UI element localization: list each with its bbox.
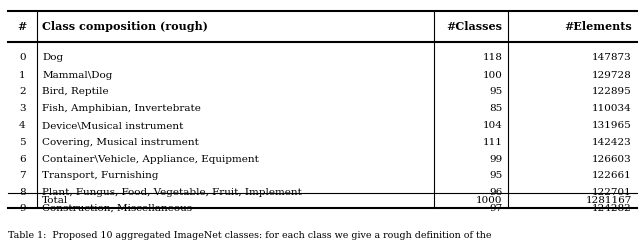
Text: Table 1:  Proposed 10 aggregated ImageNet classes: for each class we give a roug: Table 1: Proposed 10 aggregated ImageNet… (8, 231, 491, 240)
Text: 1000: 1000 (476, 196, 502, 205)
Text: 7: 7 (19, 171, 26, 180)
Text: 118: 118 (483, 53, 502, 62)
Text: #Classes: #Classes (447, 21, 502, 32)
Text: 4: 4 (19, 121, 26, 131)
Text: Mammal\Dog: Mammal\Dog (42, 71, 113, 80)
Text: 3: 3 (19, 104, 26, 113)
Text: Covering, Musical instrument: Covering, Musical instrument (42, 138, 199, 147)
Text: 131965: 131965 (592, 121, 632, 131)
Text: 122895: 122895 (592, 87, 632, 97)
Text: 104: 104 (483, 121, 502, 131)
Text: Class composition (rough): Class composition (rough) (42, 21, 208, 32)
Text: 95: 95 (489, 87, 502, 97)
Text: Plant, Fungus, Food, Vegetable, Fruit, Implement: Plant, Fungus, Food, Vegetable, Fruit, I… (42, 187, 302, 197)
Text: 142423: 142423 (592, 138, 632, 147)
Text: 8: 8 (19, 187, 26, 197)
Text: Fish, Amphibian, Invertebrate: Fish, Amphibian, Invertebrate (42, 104, 201, 113)
Text: Total: Total (42, 196, 68, 205)
Text: 111: 111 (483, 138, 502, 147)
Text: Device\Musical instrument: Device\Musical instrument (42, 121, 184, 131)
Text: 0: 0 (19, 53, 26, 62)
Text: 100: 100 (483, 71, 502, 80)
Text: 99: 99 (489, 155, 502, 164)
Text: 126603: 126603 (592, 155, 632, 164)
Text: 85: 85 (489, 104, 502, 113)
Text: 95: 95 (489, 171, 502, 180)
Text: 96: 96 (489, 187, 502, 197)
Text: 122701: 122701 (592, 187, 632, 197)
Text: Dog: Dog (42, 53, 63, 62)
Text: Bird, Reptile: Bird, Reptile (42, 87, 109, 97)
Text: 2: 2 (19, 87, 26, 97)
Text: 1281167: 1281167 (586, 196, 632, 205)
Text: 1: 1 (19, 71, 26, 80)
Text: 6: 6 (19, 155, 26, 164)
Text: #Elements: #Elements (564, 21, 632, 32)
Text: 9: 9 (19, 204, 26, 213)
Text: Construction, Miscellaneous: Construction, Miscellaneous (42, 204, 193, 213)
Text: 5: 5 (19, 138, 26, 147)
Text: #: # (18, 21, 27, 32)
Text: 110034: 110034 (592, 104, 632, 113)
Text: 124282: 124282 (592, 204, 632, 213)
Text: 129728: 129728 (592, 71, 632, 80)
Text: 147873: 147873 (592, 53, 632, 62)
Text: 122661: 122661 (592, 171, 632, 180)
Text: 97: 97 (489, 204, 502, 213)
Text: Transport, Furnishing: Transport, Furnishing (42, 171, 159, 180)
Text: Container\Vehicle, Appliance, Equipment: Container\Vehicle, Appliance, Equipment (42, 155, 259, 164)
